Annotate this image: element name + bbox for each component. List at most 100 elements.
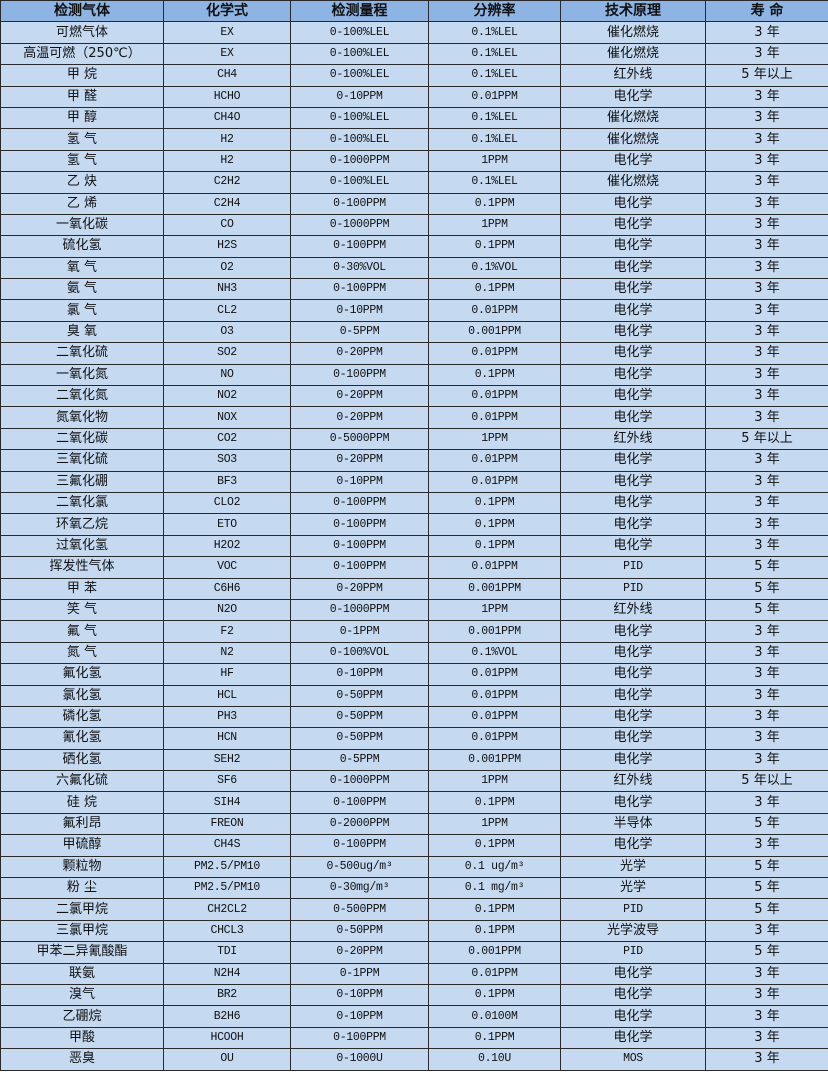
cell-range: 0-100PPM xyxy=(290,534,429,558)
cell-gas: 氟化氢 xyxy=(0,663,164,686)
cell-resolution: 0.001PPM xyxy=(428,748,561,772)
cell-resolution: 0.10U xyxy=(428,1048,561,1071)
cell-gas: 氮氧化物 xyxy=(0,406,164,429)
table-row: 硒化氢 SEH2 0-5PPM 0.001PPM 电化学 3 年 xyxy=(0,748,828,772)
cell-principle: 电化学 xyxy=(560,1026,706,1050)
cell-formula: NO2 xyxy=(163,385,291,408)
table-row: 三氟化硼 BF3 0-10PPM 0.01PPM 电化学 3 年 xyxy=(0,470,828,493)
cell-lifespan: 5 年以上 xyxy=(705,64,828,87)
cell-range: 0-10PPM xyxy=(290,1005,429,1028)
cell-resolution: 1PPM xyxy=(428,213,561,237)
header-range: 检测量程 xyxy=(290,0,429,23)
table-row: 氰化氢 HCN 0-50PPM 0.01PPM 电化学 3 年 xyxy=(0,727,828,750)
cell-principle: 红外线 xyxy=(560,64,706,87)
table-row: 氮氧化物 NOX 0-20PPM 0.01PPM 电化学 3 年 xyxy=(0,406,828,429)
cell-principle: 电化学 xyxy=(560,983,706,1007)
table-row: 三氧化硫 SO3 0-20PPM 0.01PPM 电化学 3 年 xyxy=(0,449,828,472)
cell-resolution: 0.01PPM xyxy=(428,470,561,493)
cell-lifespan: 3 年 xyxy=(705,406,828,429)
cell-range: 0-100PPM xyxy=(290,834,429,857)
cell-formula: HCHO xyxy=(163,85,291,108)
cell-principle: 电化学 xyxy=(560,1005,706,1028)
cell-lifespan: 5 年 xyxy=(705,877,828,900)
cell-formula: SO2 xyxy=(163,342,291,365)
cell-lifespan: 3 年 xyxy=(705,705,828,729)
cell-range: 0-100%LEL xyxy=(290,171,429,194)
table-row: 氧 气 O2 0-30%VOL 0.1%VOL 电化学 3 年 xyxy=(0,256,828,280)
cell-gas: 甲 烷 xyxy=(0,64,164,87)
cell-range: 0-500PPM xyxy=(290,898,429,921)
cell-resolution: 0.01PPM xyxy=(428,663,561,686)
cell-principle: 催化燃烧 xyxy=(560,21,706,44)
table-row: 甲硫醇 CH4S 0-100PPM 0.1PPM 电化学 3 年 xyxy=(0,834,828,857)
cell-resolution: 0.01PPM xyxy=(428,962,561,985)
cell-principle: 电化学 xyxy=(560,641,706,665)
cell-formula: HCL xyxy=(163,684,291,707)
cell-lifespan: 3 年 xyxy=(705,791,828,814)
cell-formula: EX xyxy=(163,21,291,44)
cell-resolution: 0.01PPM xyxy=(428,85,561,108)
table-row: 六氟化硫 SF6 0-1000PPM 1PPM 红外线 5 年以上 xyxy=(0,770,828,793)
cell-formula: CH4S xyxy=(163,834,291,857)
cell-gas: 联氨 xyxy=(0,962,164,985)
cell-gas: 过氧化氢 xyxy=(0,534,164,558)
cell-formula: O3 xyxy=(163,320,291,344)
table-row: 甲 醇 CH4O 0-100%LEL 0.1%LEL 催化燃烧 3 年 xyxy=(0,106,828,130)
cell-principle: PID xyxy=(560,941,706,964)
cell-gas: 三氟化硼 xyxy=(0,470,164,493)
cell-lifespan: 5 年 xyxy=(705,556,828,579)
header-principle: 技术原理 xyxy=(560,0,706,23)
cell-lifespan: 5 年 xyxy=(705,577,828,600)
cell-principle: 电化学 xyxy=(560,513,706,536)
cell-resolution: 0.1%LEL xyxy=(428,21,561,44)
cell-lifespan: 3 年 xyxy=(705,449,828,472)
cell-formula: O2 xyxy=(163,256,291,280)
cell-lifespan: 3 年 xyxy=(705,513,828,536)
cell-gas: 二氧化氮 xyxy=(0,385,164,408)
cell-principle: 电化学 xyxy=(560,684,706,707)
cell-lifespan: 5 年 xyxy=(705,941,828,964)
cell-principle: MOS xyxy=(560,1048,706,1071)
cell-gas: 氢 气 xyxy=(0,128,164,151)
cell-principle: 光学波导 xyxy=(560,919,706,943)
cell-principle: 红外线 xyxy=(560,770,706,793)
table-row: 氮 气 N2 0-100%VOL 0.1%VOL 电化学 3 年 xyxy=(0,641,828,665)
cell-formula: H2 xyxy=(163,128,291,151)
cell-range: 0-10PPM xyxy=(290,299,429,322)
cell-formula: CHCL3 xyxy=(163,919,291,943)
table-row: 甲酸 HCOOH 0-100PPM 0.1PPM 电化学 3 年 xyxy=(0,1026,828,1050)
table-row: 可燃气体 EX 0-100%LEL 0.1%LEL 催化燃烧 3 年 xyxy=(0,21,828,44)
cell-lifespan: 3 年 xyxy=(705,684,828,707)
cell-principle: 催化燃烧 xyxy=(560,128,706,151)
table-row: 氢 气 H2 0-100%LEL 0.1%LEL 催化燃烧 3 年 xyxy=(0,128,828,151)
cell-gas: 硅 烷 xyxy=(0,791,164,814)
cell-resolution: 1PPM xyxy=(428,598,561,622)
cell-range: 0-100%LEL xyxy=(290,42,429,66)
cell-gas: 氯 气 xyxy=(0,299,164,322)
table-row: 乙 炔 C2H2 0-100%LEL 0.1%LEL 催化燃烧 3 年 xyxy=(0,171,828,194)
cell-formula: CH4O xyxy=(163,106,291,130)
cell-formula: BF3 xyxy=(163,470,291,493)
cell-resolution: 0.1%LEL xyxy=(428,64,561,87)
cell-gas: 氮 气 xyxy=(0,641,164,665)
cell-range: 0-30mg/m³ xyxy=(290,877,429,900)
cell-lifespan: 3 年 xyxy=(705,534,828,558)
cell-gas: 粉 尘 xyxy=(0,877,164,900)
cell-formula: B2H6 xyxy=(163,1005,291,1028)
cell-gas: 溴气 xyxy=(0,983,164,1007)
table-row: 恶臭 OU 0-1000U 0.10U MOS 3 年 xyxy=(0,1048,828,1071)
cell-principle: 催化燃烧 xyxy=(560,171,706,194)
cell-range: 0-2000PPM xyxy=(290,812,429,836)
cell-lifespan: 3 年 xyxy=(705,235,828,258)
table-row: 环氧乙烷 ETO 0-100PPM 0.1PPM 电化学 3 年 xyxy=(0,513,828,536)
table-row: 磷化氢 PH3 0-50PPM 0.01PPM 电化学 3 年 xyxy=(0,705,828,729)
cell-lifespan: 3 年 xyxy=(705,171,828,194)
cell-resolution: 1PPM xyxy=(428,770,561,793)
cell-range: 0-100PPM xyxy=(290,791,429,814)
cell-resolution: 0.01PPM xyxy=(428,449,561,472)
cell-formula: CH4 xyxy=(163,64,291,87)
header-row: 检测气体 化学式 检测量程 分辨率 技术原理 寿 命 xyxy=(0,0,828,23)
cell-gas: 甲酸 xyxy=(0,1026,164,1050)
cell-gas: 甲 苯 xyxy=(0,577,164,600)
table-row: 甲 烷 CH4 0-100%LEL 0.1%LEL 红外线 5 年以上 xyxy=(0,64,828,87)
